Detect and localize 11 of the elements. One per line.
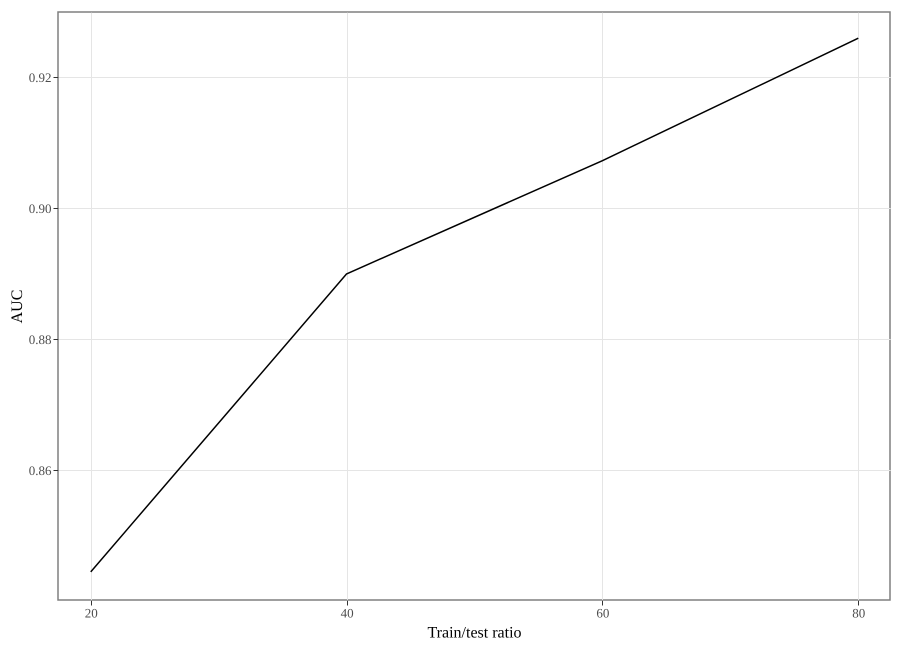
x-tick-label: 20 (84, 606, 98, 620)
x-tick-label: 80 (852, 606, 866, 620)
y-tick-label: 0.88 (28, 332, 52, 347)
x-tick-label: 60 (596, 606, 610, 620)
y-tick-label: 0.90 (28, 200, 52, 216)
y-tick-label: 0.86 (28, 462, 52, 478)
y-axis-title: AUC (8, 290, 26, 324)
line-series (90, 37, 860, 573)
x-tick-label: 40 (340, 606, 354, 620)
x-axis-title: Train/test ratio (427, 624, 522, 642)
y-tick-label: 0.92 (28, 70, 52, 85)
